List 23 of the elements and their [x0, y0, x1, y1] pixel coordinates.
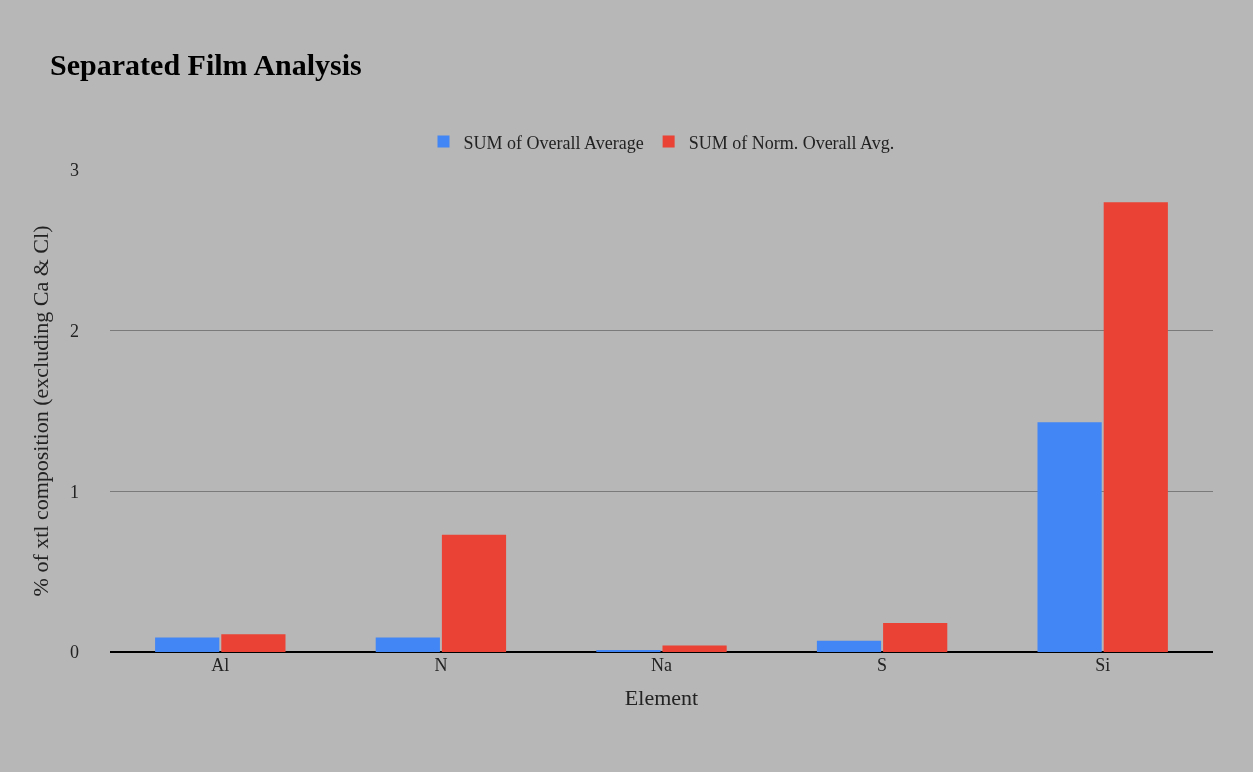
bar	[375, 637, 440, 652]
y-tick-label: 1	[70, 481, 79, 502]
y-axis-title: % of xtl composition (excluding Ca & Cl)	[27, 225, 53, 597]
x-tick-label: N	[434, 655, 448, 675]
x-axis-title: Element	[624, 684, 699, 710]
bar	[1103, 202, 1168, 652]
bar	[816, 640, 882, 652]
bar	[155, 637, 220, 652]
x-tick-label: S	[877, 655, 888, 675]
y-tick-label: 2	[70, 320, 79, 341]
x-tick-label: Na	[651, 655, 672, 675]
y-tick-label: 0	[70, 642, 79, 663]
legend-label: SUM of Norm. Overall Avg.	[688, 132, 895, 153]
bar	[221, 634, 286, 652]
y-tick-label: 3	[70, 160, 79, 181]
bar	[662, 645, 727, 652]
bar	[883, 623, 948, 652]
bar	[1037, 422, 1102, 652]
x-tick-label: Si	[1095, 655, 1111, 675]
chart-title: Separated Film Analysis	[50, 48, 362, 82]
x-tick-label: Al	[211, 655, 230, 675]
bar	[441, 534, 507, 652]
legend-label: SUM of Overall Average	[463, 132, 644, 153]
